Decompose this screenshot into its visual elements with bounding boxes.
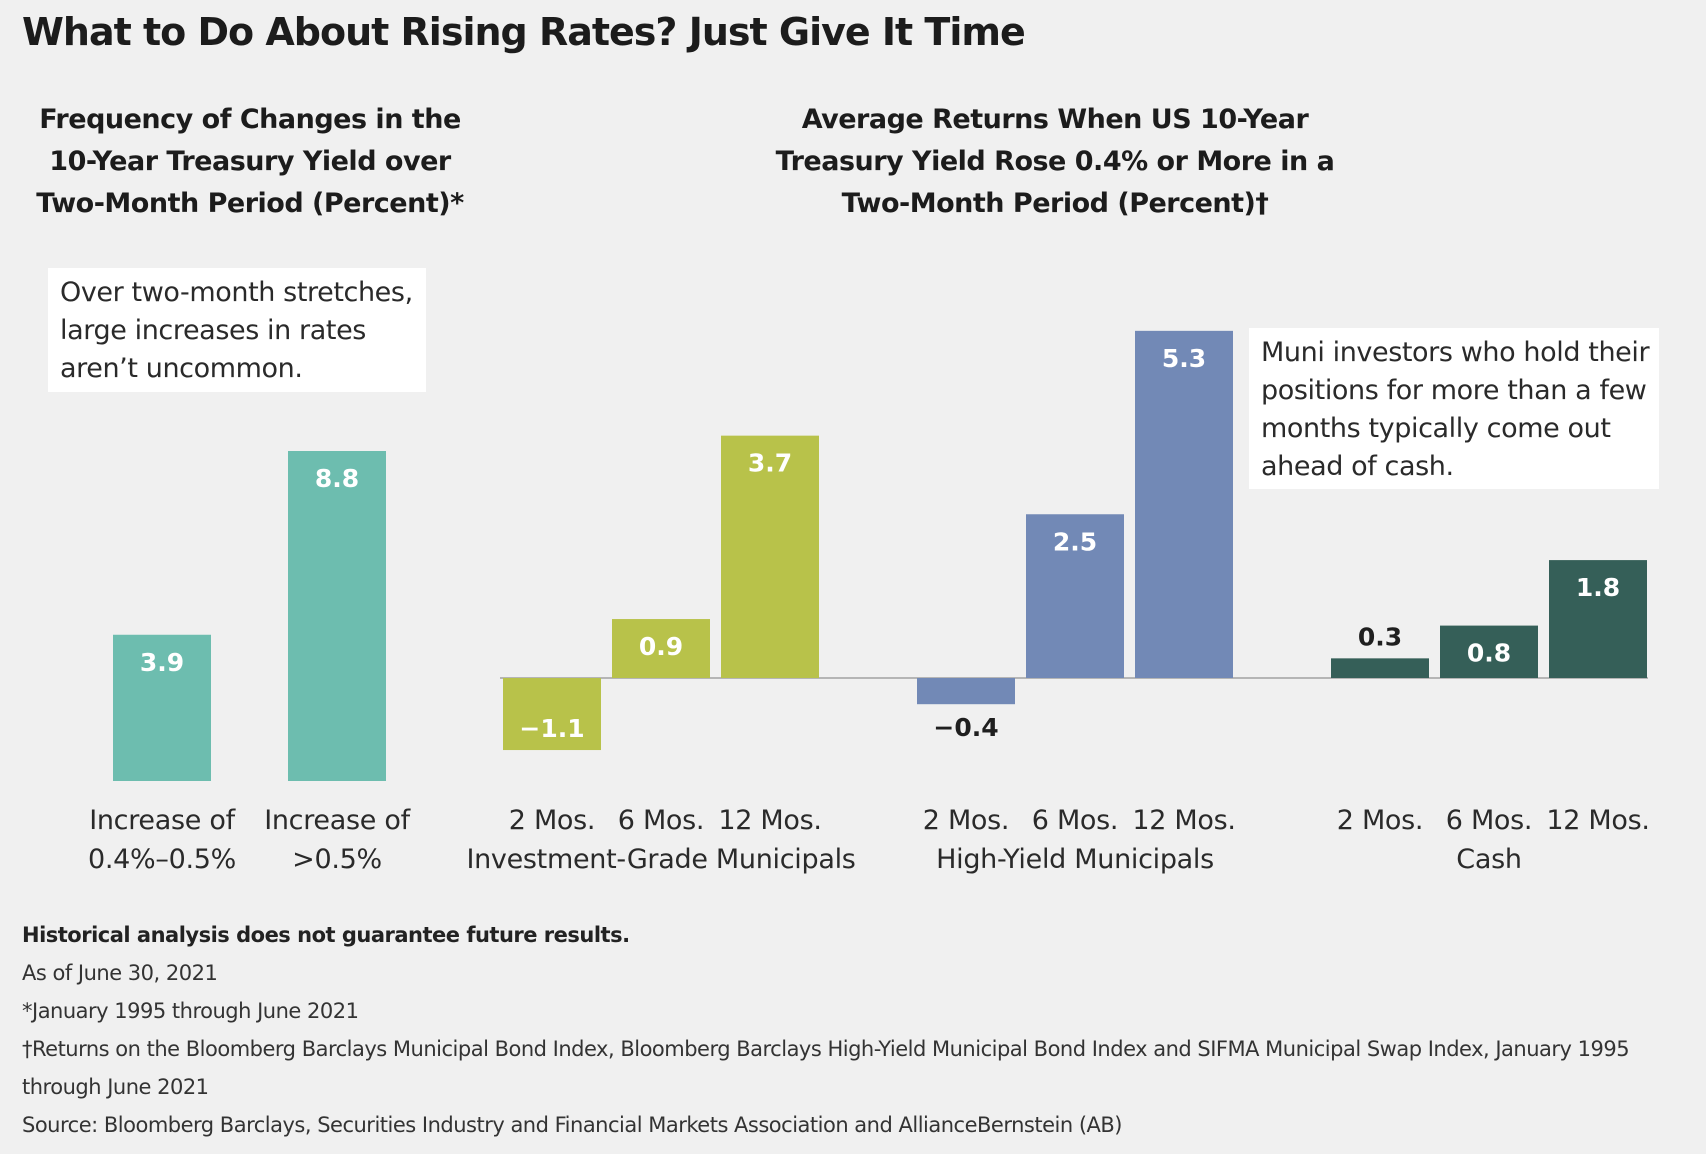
- star-note: *January 1995 through June 2021: [22, 999, 359, 1023]
- right-subtitle-line: Treasury Yield Rose 0.4% or More in a: [775, 146, 1335, 177]
- category-label: >0.5%: [292, 844, 382, 875]
- left-subtitle-line: Frequency of Changes in the: [39, 104, 461, 135]
- category-label: 12 Mos.: [1132, 805, 1235, 836]
- left-subtitle-line: 10-Year Treasury Yield over: [49, 146, 451, 177]
- bar: [1440, 625, 1538, 678]
- right-subtitle-line: Two-Month Period (Percent)†: [841, 188, 1269, 219]
- category-label: 0.4%–0.5%: [88, 844, 236, 875]
- bar-value-label: 0.9: [639, 632, 683, 661]
- bar-value-label: 8.8: [315, 464, 359, 493]
- callout-line: months typically come out: [1261, 413, 1611, 444]
- dagger-note-cont: through June 2021: [22, 1075, 209, 1099]
- bar: [721, 435, 819, 678]
- category-label: Increase of: [264, 805, 411, 836]
- bar-value-label: 0.8: [1467, 639, 1511, 668]
- bar-value-label: −1.1: [519, 714, 584, 743]
- callout-left: Over two-month stretches, large increase…: [48, 268, 426, 392]
- bar: [288, 451, 386, 781]
- bar-value-label: −0.4: [933, 713, 998, 742]
- bar: [1026, 514, 1124, 678]
- right-subtitle-line: Average Returns When US 10-Year: [801, 104, 1309, 135]
- footnotes: Historical analysis does not guarantee f…: [22, 916, 1630, 1144]
- right-chart-subtitle: Average Returns When US 10-Year Treasury…: [760, 99, 1350, 225]
- callout-line: Over two-month stretches,: [60, 277, 413, 308]
- bar: [503, 678, 601, 751]
- disclaimer-note: Historical analysis does not guarantee f…: [22, 923, 630, 947]
- page-title: What to Do About Rising Rates? Just Give…: [22, 10, 1026, 54]
- bar-value-label: 0.3: [1358, 622, 1402, 651]
- callout-line: Muni investors who hold their: [1261, 337, 1650, 368]
- bar-charts: 3.9 Increase of 0.4%–0.5% 8.8 Increase of >0.…: [88, 330, 1650, 875]
- bar-value-label: 5.3: [1162, 344, 1206, 373]
- bar-value-label: 3.9: [140, 648, 184, 677]
- bar: [612, 619, 710, 678]
- bar: [1331, 658, 1429, 678]
- left-subtitle-line: Two-Month Period (Percent)*: [36, 188, 464, 219]
- asof-note: As of June 30, 2021: [22, 961, 218, 985]
- category-label: 2 Mos.: [509, 805, 595, 836]
- category-label: 6 Mos.: [1446, 805, 1532, 836]
- source-note: Source: Bloomberg Barclays, Securities I…: [22, 1113, 1122, 1137]
- bar-value-label: 3.7: [748, 449, 792, 478]
- bar: [1135, 330, 1233, 678]
- category-label: 6 Mos.: [1032, 805, 1118, 836]
- dagger-note: †Returns on the Bloomberg Barclays Munic…: [22, 1037, 1630, 1061]
- bar: [113, 634, 211, 781]
- left-chart-subtitle: Frequency of Changes in the 10-Year Trea…: [30, 99, 470, 225]
- callout-line: positions for more than a few: [1261, 375, 1647, 406]
- category-label: 2 Mos.: [923, 805, 1009, 836]
- callout-right: Muni investors who hold their positions …: [1249, 328, 1659, 489]
- series-label: High-Yield Municipals: [936, 844, 1214, 875]
- callout-line: ahead of cash.: [1261, 451, 1454, 482]
- bar: [1549, 560, 1647, 678]
- series-label: Investment-Grade Municipals: [466, 844, 855, 875]
- callout-line: large increases in rates: [60, 315, 366, 346]
- category-label: 6 Mos.: [618, 805, 704, 836]
- category-label: 12 Mos.: [1546, 805, 1649, 836]
- bar-value-label: 1.8: [1576, 573, 1620, 602]
- bar-value-label: 2.5: [1053, 527, 1097, 556]
- series-label: Cash: [1456, 844, 1521, 875]
- category-label: 12 Mos.: [718, 805, 821, 836]
- bar: [917, 678, 1015, 705]
- category-label: 2 Mos.: [1337, 805, 1423, 836]
- category-label: Increase of: [89, 805, 236, 836]
- callout-line: aren’t uncommon.: [60, 353, 303, 384]
